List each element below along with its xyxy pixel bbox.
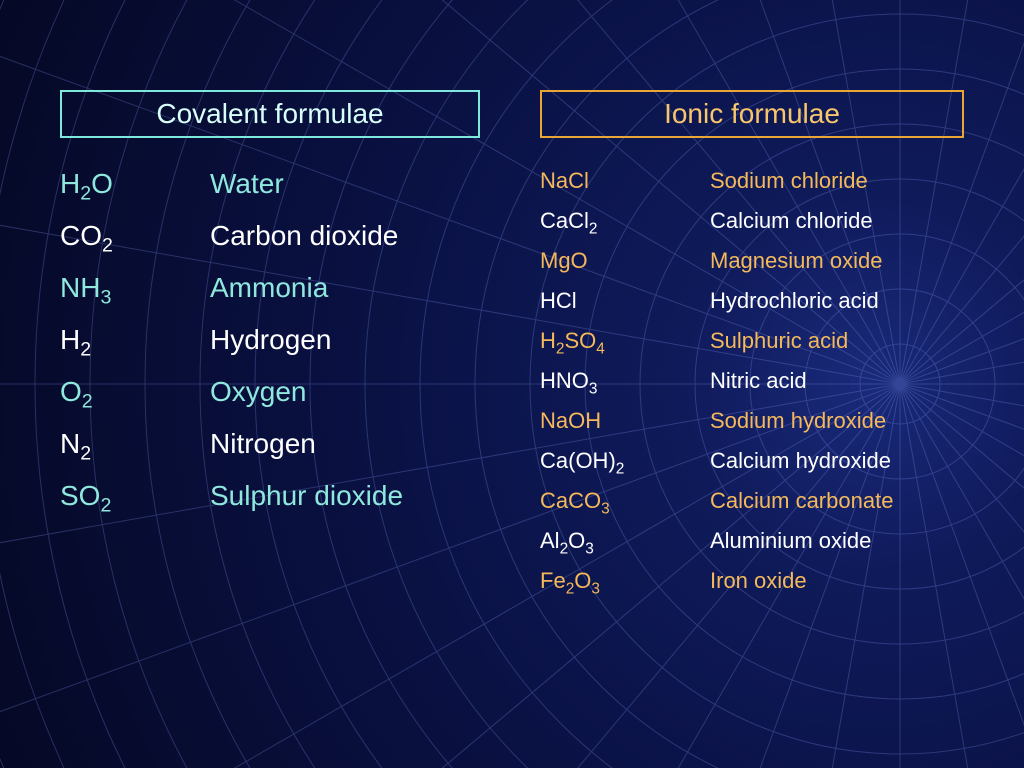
covalent-column: Covalent formulae H2OWaterCO2Carbon diox… [60,90,480,728]
right-formula: H2SO4 [540,328,710,354]
right-formula: HNO3 [540,368,710,394]
left-row: SO2Sulphur dioxide [60,480,480,512]
ionic-list: NaClSodium chlorideCaCl2Calcium chloride… [540,168,984,608]
right-row: HClHydrochloric acid [540,288,984,314]
covalent-header: Covalent formulae [60,90,480,138]
left-row: H2Hydrogen [60,324,480,356]
right-compound-name: Iron oxide [710,568,807,594]
right-row: H2SO4Sulphuric acid [540,328,984,354]
right-formula: Ca(OH)2 [540,448,710,474]
right-row: Ca(OH)2Calcium hydroxide [540,448,984,474]
right-row: HNO3Nitric acid [540,368,984,394]
slide-content: Covalent formulae H2OWaterCO2Carbon diox… [0,0,1024,768]
right-formula: CaCO3 [540,488,710,514]
right-formula: HCl [540,288,710,314]
right-formula: CaCl2 [540,208,710,234]
right-compound-name: Sodium hydroxide [710,408,886,434]
left-row: N2Nitrogen [60,428,480,460]
left-compound-name: Ammonia [210,272,328,304]
covalent-list: H2OWaterCO2Carbon dioxideNH3AmmoniaH2Hyd… [60,168,480,532]
right-compound-name: Calcium carbonate [710,488,893,514]
right-formula: Al2O3 [540,528,710,554]
right-compound-name: Sodium chloride [710,168,868,194]
left-formula: N2 [60,428,210,460]
right-compound-name: Calcium hydroxide [710,448,891,474]
right-row: Fe2O3Iron oxide [540,568,984,594]
right-row: CaCl2Calcium chloride [540,208,984,234]
left-compound-name: Water [210,168,284,200]
right-row: NaOHSodium hydroxide [540,408,984,434]
left-formula: NH3 [60,272,210,304]
right-formula: NaOH [540,408,710,434]
right-compound-name: Aluminium oxide [710,528,871,554]
left-formula: CO2 [60,220,210,252]
right-compound-name: Hydrochloric acid [710,288,879,314]
left-compound-name: Carbon dioxide [210,220,398,252]
left-formula: H2 [60,324,210,356]
left-formula: H2O [60,168,210,200]
right-compound-name: Calcium chloride [710,208,873,234]
left-row: H2OWater [60,168,480,200]
left-compound-name: Hydrogen [210,324,331,356]
left-formula: O2 [60,376,210,408]
right-formula: Fe2O3 [540,568,710,594]
right-compound-name: Magnesium oxide [710,248,882,274]
right-compound-name: Sulphuric acid [710,328,848,354]
left-compound-name: Nitrogen [210,428,316,460]
left-row: NH3Ammonia [60,272,480,304]
left-formula: SO2 [60,480,210,512]
right-formula: NaCl [540,168,710,194]
right-row: NaClSodium chloride [540,168,984,194]
ionic-header: Ionic formulae [540,90,964,138]
left-row: CO2Carbon dioxide [60,220,480,252]
right-row: MgOMagnesium oxide [540,248,984,274]
left-compound-name: Oxygen [210,376,307,408]
right-compound-name: Nitric acid [710,368,807,394]
right-row: Al2O3Aluminium oxide [540,528,984,554]
left-compound-name: Sulphur dioxide [210,480,403,512]
ionic-column: Ionic formulae NaClSodium chlorideCaCl2C… [540,90,984,728]
right-row: CaCO3Calcium carbonate [540,488,984,514]
left-row: O2Oxygen [60,376,480,408]
right-formula: MgO [540,248,710,274]
